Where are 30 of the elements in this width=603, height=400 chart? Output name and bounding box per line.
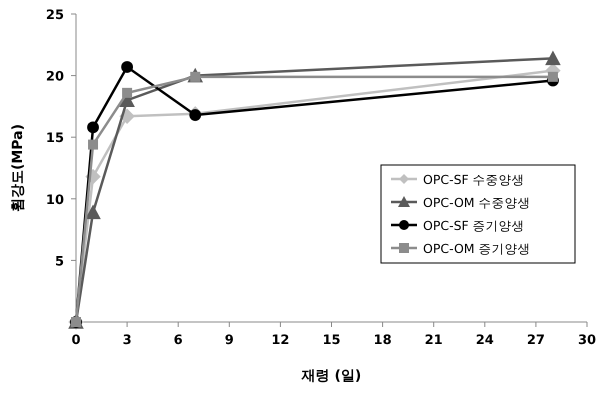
x-tick-label: 3	[122, 333, 132, 348]
legend-label: OPC-SF 수중양생	[423, 172, 525, 187]
x-tick-label: 27	[526, 333, 545, 348]
point	[88, 140, 98, 150]
x-tick-label: 12	[271, 333, 290, 348]
point	[122, 88, 132, 98]
y-tick-label: 25	[46, 8, 64, 23]
y-tick-label: 20	[46, 70, 64, 85]
point	[87, 121, 99, 134]
legend-label: OPC-OM 증기양생	[423, 241, 531, 256]
point	[85, 204, 101, 220]
x-tick-label: 15	[322, 333, 341, 348]
point	[545, 50, 561, 66]
legend-label: OPC-OM 수중양생	[423, 195, 531, 210]
y-tick-label: 15	[46, 131, 64, 146]
legend-label: OPC-SF 증기양생	[423, 218, 525, 233]
y-tick-label: 10	[46, 192, 64, 208]
point	[548, 72, 558, 82]
y-axis-title: 휨강도(MPa)	[10, 124, 26, 212]
x-tick-label: 9	[224, 333, 234, 348]
x-tick-label: 21	[424, 333, 443, 348]
point	[121, 61, 133, 73]
x-tick-label: 30	[578, 333, 596, 348]
x-tick-label: 18	[374, 333, 392, 348]
x-tick-label: 0	[71, 333, 81, 348]
x-tick-label: 6	[174, 333, 183, 348]
x-axis-title: 재령 (일)	[300, 368, 362, 384]
point	[189, 109, 202, 121]
y-tick-label: 5	[54, 254, 64, 270]
x-tick-label: 24	[476, 333, 494, 348]
